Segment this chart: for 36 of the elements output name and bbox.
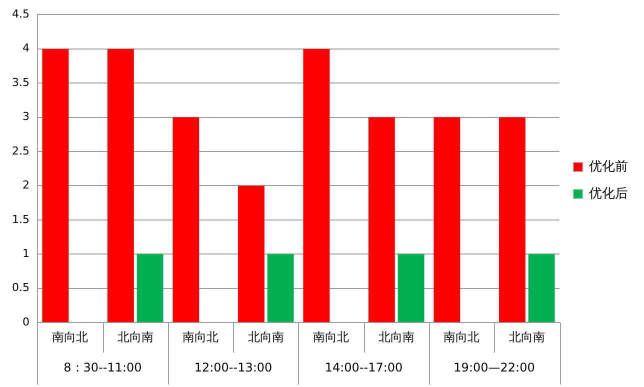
y-tick-label: 1 (22, 247, 30, 260)
bar (172, 117, 200, 322)
y-tick-label: 3 (22, 110, 30, 124)
bar (107, 48, 134, 322)
text: 14:00--17:00 (324, 360, 403, 375)
bar (528, 254, 555, 322)
y-tick-label: 3.5 (12, 76, 30, 89)
bar (136, 254, 164, 322)
y-tick-label: 4 (22, 42, 30, 55)
bar (498, 117, 526, 322)
text: 12:00--13:00 (194, 360, 272, 375)
bar (398, 254, 424, 322)
bar (42, 48, 69, 322)
x-tick-label: 南向北 (182, 330, 219, 344)
x-tick-label: 北向南 (248, 330, 284, 344)
y-tick-label: 0.5 (12, 281, 30, 294)
x-tick-label: 南向北 (52, 330, 88, 344)
text: 19:00—22:00 (454, 360, 535, 375)
x-tick-label: 北向南 (378, 330, 414, 344)
bar (238, 186, 264, 322)
y-tick-label: 2.5 (12, 144, 30, 158)
x-tick-label: 北向南 (117, 330, 154, 344)
y-tick-label: 4.5 (12, 7, 30, 20)
bar (303, 48, 330, 322)
x-tick-label: 南向北 (444, 330, 480, 344)
x-tick-label: 北向南 (508, 330, 545, 344)
text: 8：30--11:00 (64, 360, 142, 375)
y-tick-label: 1.5 (12, 212, 30, 226)
x-tick-label: 南向北 (313, 330, 350, 344)
y-tick-label: 0 (22, 315, 30, 328)
bar (267, 254, 294, 322)
bar (368, 117, 395, 322)
y-tick-label: 2 (22, 178, 30, 192)
legend-label: 优化后 (589, 186, 628, 202)
legend-label: 优化前 (589, 159, 628, 174)
bar (434, 117, 460, 322)
